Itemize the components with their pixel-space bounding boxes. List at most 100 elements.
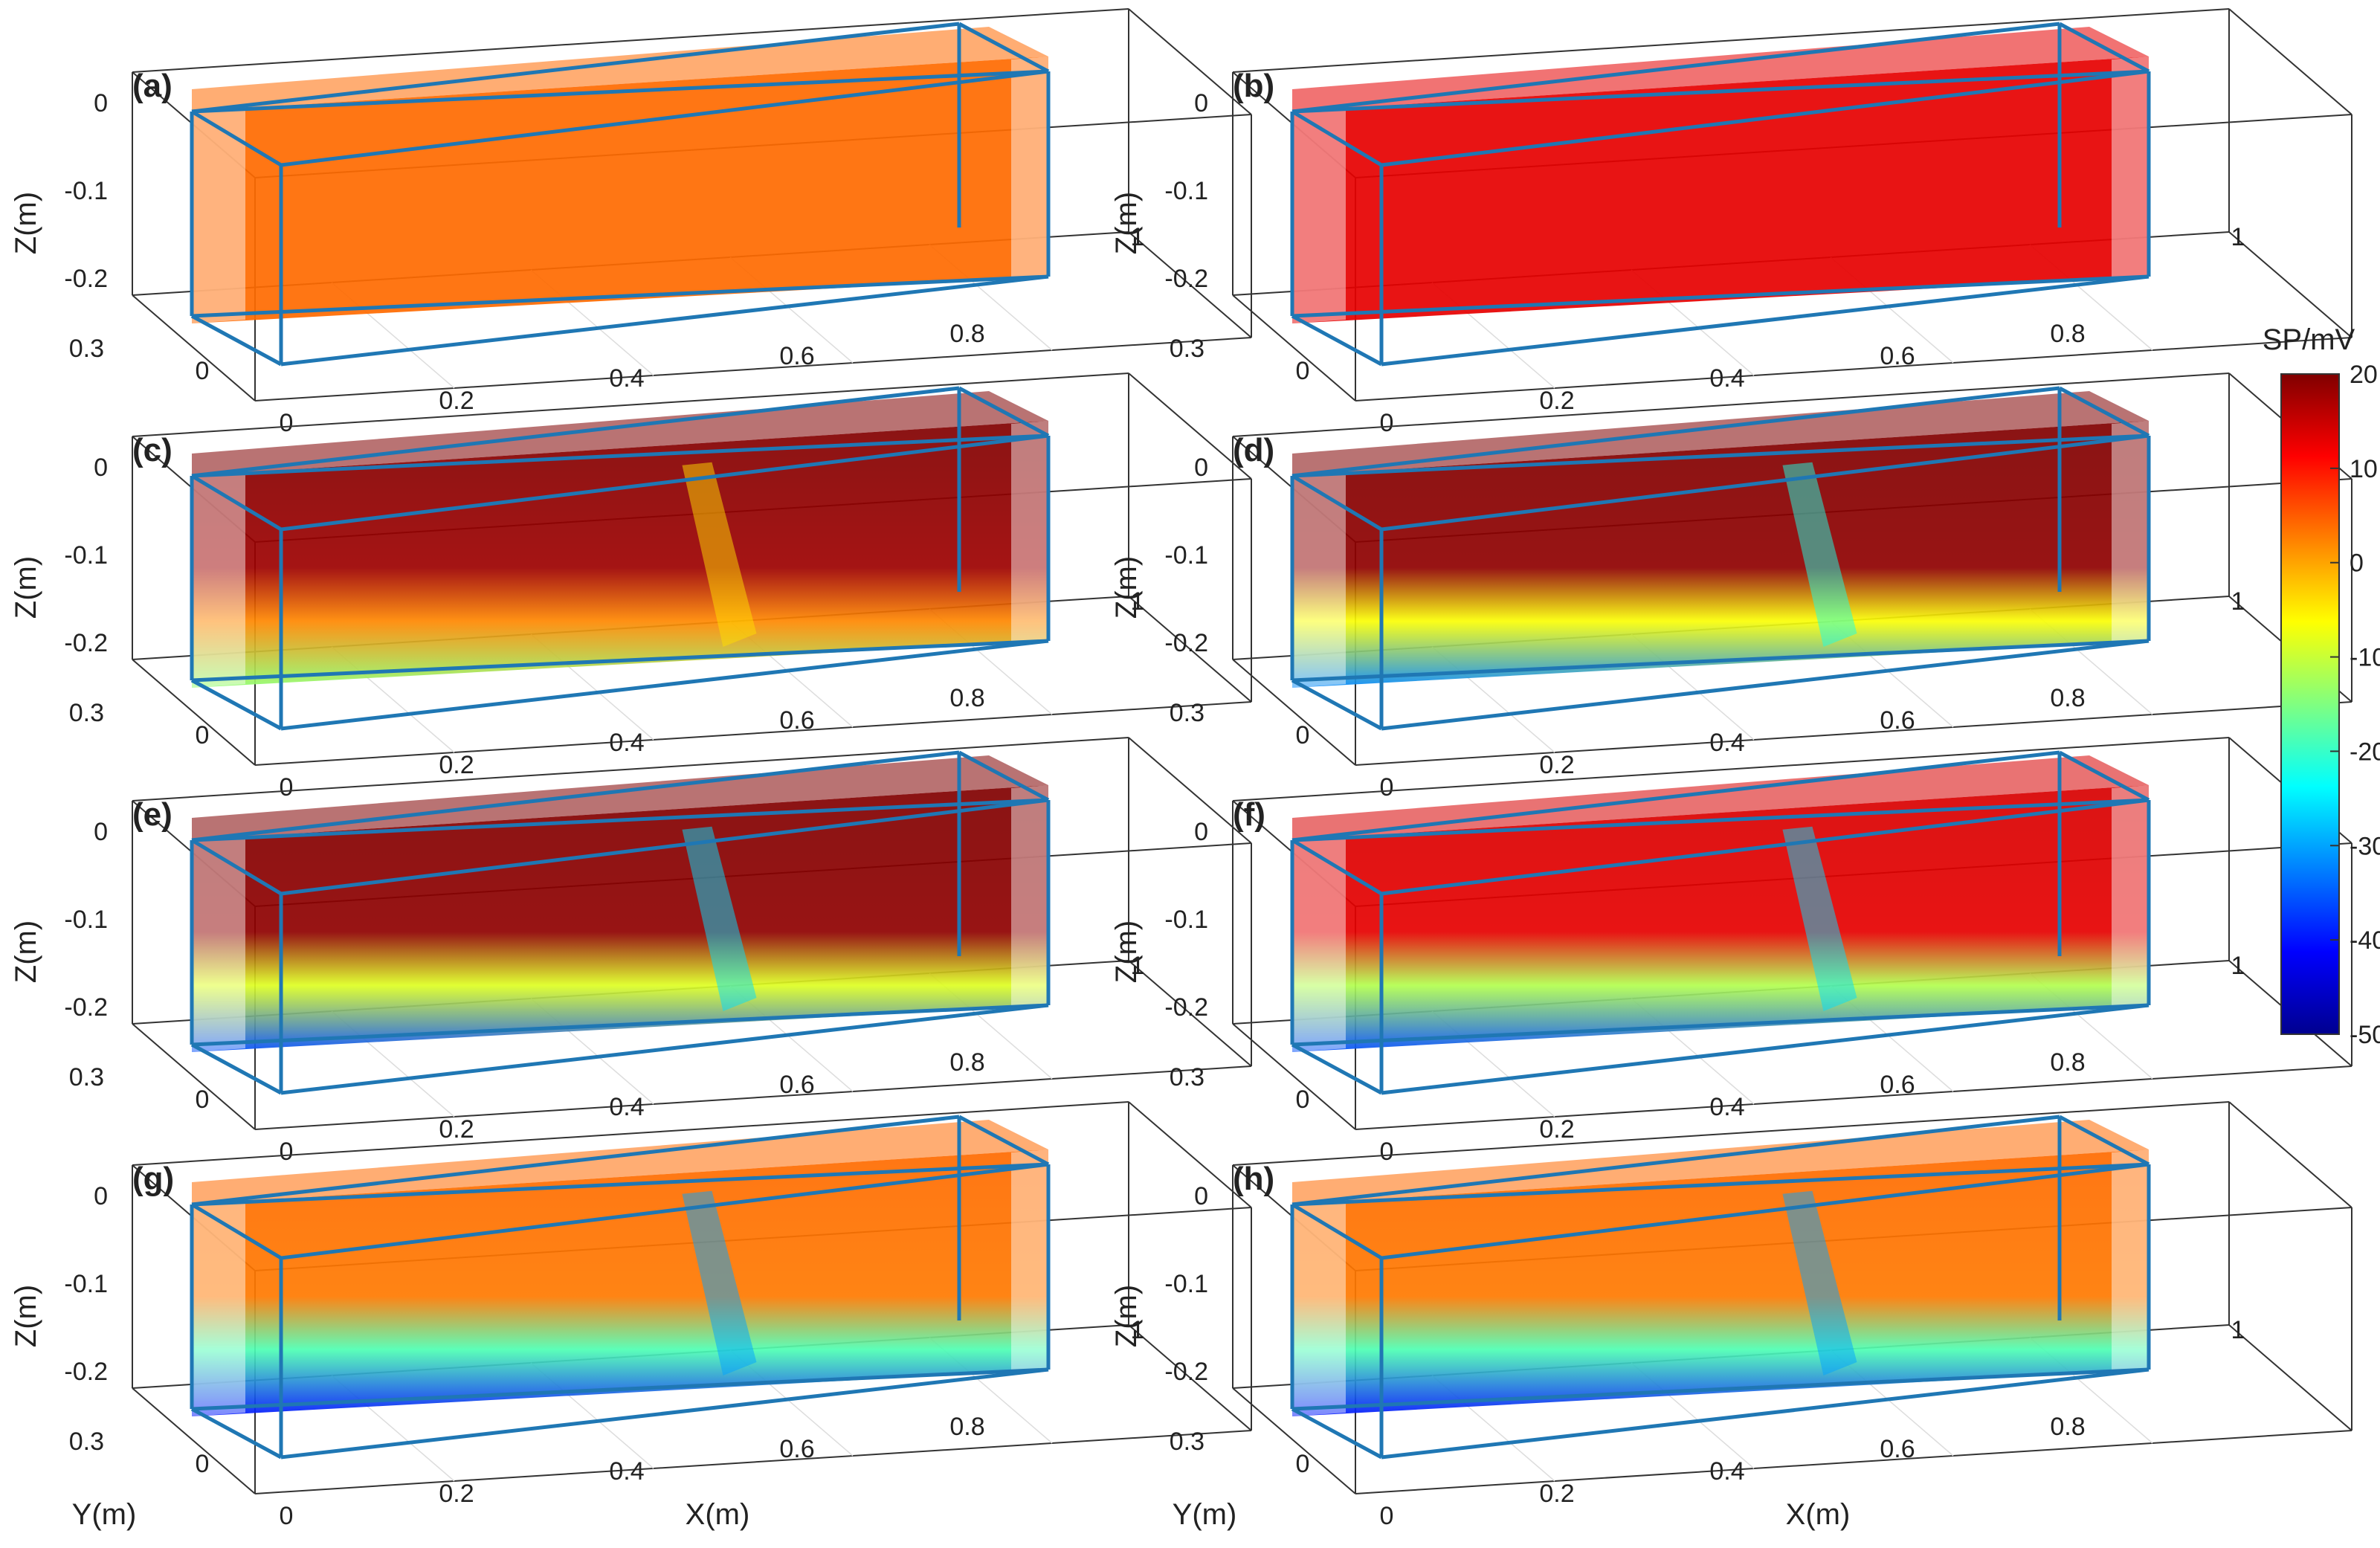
x-tick-label: 1	[2231, 587, 2245, 616]
x-tick-label: 0.6	[779, 1435, 814, 1463]
fade-left	[1292, 836, 1346, 1052]
box-edge	[190, 314, 283, 367]
box-edge	[2058, 386, 2150, 438]
box-edge	[1291, 274, 2150, 318]
box-edge	[280, 639, 1049, 731]
axis-edge	[1128, 8, 1252, 115]
box-edge	[191, 750, 960, 842]
x-tick-label: 1	[1131, 1316, 1145, 1344]
z-tick-label: -0.2	[1164, 993, 1208, 1022]
box-edge	[191, 1367, 1049, 1411]
y-axis-label: Y(m)	[1173, 1498, 1237, 1531]
panel-label: (b)	[1233, 68, 1274, 104]
x-tick-label: 0.2	[439, 751, 474, 779]
fade-left	[1292, 108, 1346, 323]
y-tick-label: 0.3	[1170, 1063, 1204, 1091]
box-edge	[1291, 22, 2060, 114]
box-edge	[280, 798, 1049, 896]
fade-right	[2112, 1149, 2149, 1373]
panel-f: (f) 0 -0.1 -0.2 Z(m) 0 0.3 0 0.2 0.4 0.6 0.8 1	[1110, 737, 2352, 1166]
box-edge	[280, 69, 1049, 167]
box-edge	[191, 1003, 1049, 1047]
axis-edge	[1232, 737, 2230, 802]
panel-label: (f)	[1233, 796, 1265, 833]
box-edge	[1291, 838, 1383, 896]
axis-edge	[254, 337, 1252, 401]
y-tick-label: 0.3	[69, 335, 104, 363]
z-tick-label: 0	[1194, 1182, 1208, 1210]
volume-field	[192, 57, 1048, 323]
axis-edge	[132, 373, 1129, 437]
box-edge	[191, 69, 1049, 114]
axis-edge	[1355, 701, 2352, 766]
y-tick-label: 0.3	[69, 1428, 104, 1456]
anomaly-band	[1782, 1190, 1857, 1376]
x-tick-label: 0.6	[779, 1071, 814, 1099]
y-tick-label: 0.3	[69, 699, 104, 727]
volume-top	[1292, 755, 2149, 840]
axis-edge	[1128, 1101, 1252, 1208]
x-tick-label: 0.2	[439, 1115, 474, 1144]
box-edge	[190, 1202, 283, 1260]
axis-edge	[254, 1430, 1252, 1494]
y-tick-label: 0	[196, 357, 210, 385]
z-tick-label: -0.1	[1164, 177, 1208, 205]
panel-g: (g) 0 -0.1 -0.2 Z(m) 0 0.3 0 0.2 0.4 0.6 0.8 1	[10, 1101, 1252, 1530]
colorbar-tick-label: -10	[2350, 644, 2380, 672]
axis-edge	[2228, 8, 2352, 115]
colorbar-tick-label: 10	[2350, 455, 2378, 483]
x-tick-label: 0	[1380, 1138, 1394, 1166]
x-tick-label: 0.4	[1709, 364, 1744, 393]
x-tick-label: 1	[2231, 1316, 2245, 1344]
colorbar-tick-label: -30	[2350, 832, 2380, 860]
fade-right	[2112, 421, 2149, 644]
y-tick-label: 0	[196, 1450, 210, 1478]
x-tick-label: 0.8	[949, 320, 984, 348]
box-edge	[1291, 474, 1383, 532]
colorbar-tick-label: 0	[2350, 549, 2364, 578]
y-tick-label: 0	[1296, 357, 1310, 385]
box-edge	[1291, 639, 2150, 683]
box-edge	[1291, 1407, 1383, 1460]
axis-edge	[1355, 1065, 2352, 1130]
axis-edge	[1232, 1387, 1356, 1494]
axis-edge	[132, 1101, 1129, 1166]
y-tick-label: 0	[1296, 721, 1310, 749]
x-tick-label: 0	[1380, 773, 1394, 802]
z-axis-label: Z(m)	[1110, 1285, 1143, 1347]
z-tick-label: 0	[1194, 818, 1208, 846]
box-edge	[958, 750, 1050, 802]
panel-c: (c) 0 -0.1 -0.2 Z(m) 0 0.3 0 0.2 0.4 0.6 0.8 1	[10, 373, 1252, 802]
axis-edge	[1232, 659, 1356, 766]
box-edge	[191, 1115, 960, 1207]
axis-edge	[132, 1023, 256, 1130]
axis-edge	[1128, 1324, 1252, 1431]
z-tick-label: -0.2	[64, 629, 108, 657]
axis-edge	[1355, 1430, 2352, 1494]
axis-edge	[1232, 373, 2230, 437]
volume-top	[192, 755, 1048, 840]
x-tick-label: 0.4	[609, 364, 644, 393]
box-edge	[280, 1003, 1049, 1095]
panel-e: (e) 0 -0.1 -0.2 Z(m) 0 0.3 0 0.2 0.4 0.6 0.8 1	[10, 737, 1252, 1166]
colorbar-title: SP/mV	[2263, 323, 2355, 356]
volume-top	[192, 27, 1048, 112]
box-edge	[191, 22, 960, 114]
box-edge	[1291, 433, 2150, 478]
box-edge	[1381, 1162, 2150, 1260]
anomaly-band	[682, 1190, 757, 1376]
box-edge	[191, 1162, 1049, 1207]
z-tick-label: -0.1	[1164, 906, 1208, 934]
z-tick-label: -0.1	[1164, 1270, 1208, 1298]
x-tick-label: 0.4	[609, 1457, 644, 1486]
box-edge	[191, 639, 1049, 683]
axis-edge	[1232, 1101, 2230, 1166]
fade-left	[1292, 472, 1346, 688]
box-edge	[2058, 22, 2150, 74]
volume-field	[192, 785, 1048, 1052]
x-tick-label: 0.2	[439, 1480, 474, 1508]
box-edge	[958, 22, 1050, 74]
colorbar	[2280, 373, 2340, 1035]
x-axis-label: X(m)	[1786, 1498, 1851, 1531]
